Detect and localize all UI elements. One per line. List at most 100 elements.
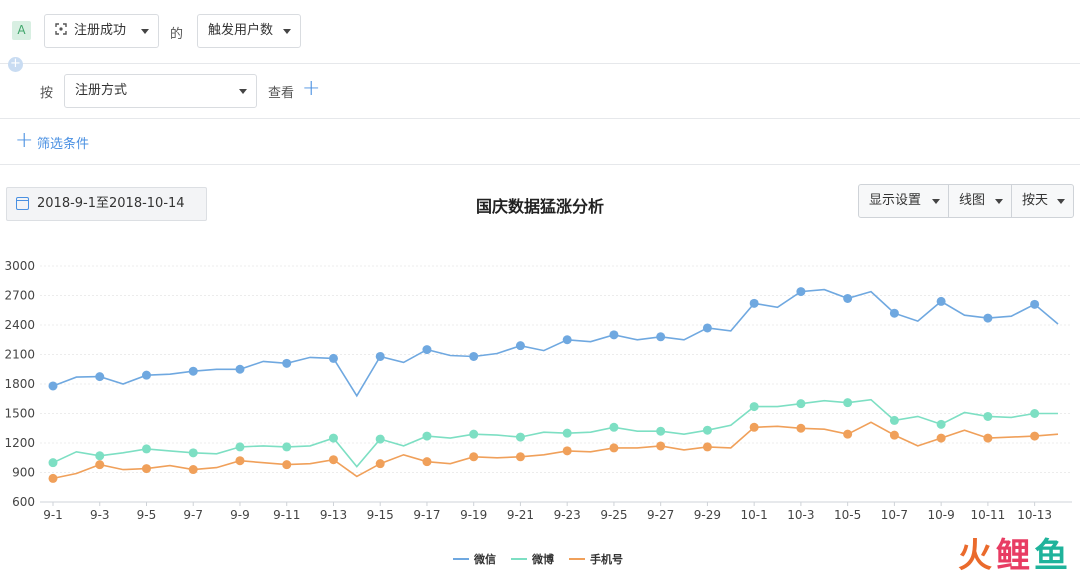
data-point-weibo — [936, 419, 946, 429]
add-event-icon[interactable]: + — [8, 57, 23, 72]
x-tick-label: 9-9 — [230, 508, 250, 522]
data-point-wechat — [656, 332, 666, 342]
x-tick-label: 9-29 — [694, 508, 721, 522]
data-point-wechat — [95, 372, 105, 382]
data-point-wechat — [936, 296, 946, 306]
data-point-wechat — [749, 298, 759, 308]
data-point-wechat — [1030, 299, 1040, 309]
data-point-phone — [1030, 431, 1040, 441]
series-line-phone — [52, 421, 1059, 480]
data-point-phone — [796, 423, 806, 433]
legend-item-wechat[interactable]: 微信 — [453, 551, 496, 567]
data-point-phone — [936, 433, 946, 443]
data-point-phone — [515, 452, 525, 462]
chevron-down-icon — [141, 29, 149, 34]
data-point-wechat — [843, 293, 853, 303]
filter-button[interactable]: 筛选条件 — [37, 137, 90, 152]
data-point-wechat — [141, 370, 151, 380]
data-point-wechat — [235, 364, 245, 374]
legend-label: 微信 — [474, 553, 496, 566]
data-point-weibo — [562, 428, 572, 438]
data-point-weibo — [749, 402, 759, 412]
x-tick-label: 9-23 — [554, 508, 581, 522]
watermark-char: 鲤 — [996, 536, 1034, 576]
x-tick-label: 10-13 — [1017, 508, 1052, 522]
y-tick-label: 1200 — [4, 436, 35, 450]
x-tick-label: 9-11 — [273, 508, 300, 522]
chevron-down-icon — [283, 29, 291, 34]
data-point-wechat — [375, 351, 385, 361]
data-point-phone — [95, 460, 105, 470]
legend-item-weibo[interactable]: 微博 — [511, 551, 554, 567]
data-point-phone — [375, 459, 385, 469]
date-range-label: 2018-9-1至2018-10-14 — [37, 196, 185, 211]
data-point-wechat — [889, 308, 899, 318]
x-tick-label: 9-5 — [137, 508, 157, 522]
chart-type-label: 线图 — [959, 193, 986, 208]
granularity-label: 按天 — [1022, 193, 1049, 208]
y-tick-label: 900 — [12, 466, 35, 480]
data-point-weibo — [188, 448, 198, 458]
data-point-phone — [328, 455, 338, 465]
add-filter-icon[interactable]: + — [15, 128, 34, 153]
chevron-down-icon — [1057, 199, 1065, 204]
calendar-icon — [16, 197, 29, 210]
data-point-weibo — [656, 426, 666, 436]
add-group-icon[interactable]: + — [302, 76, 321, 101]
data-point-wechat — [796, 287, 806, 297]
data-point-phone — [141, 464, 151, 474]
data-point-weibo — [375, 434, 385, 444]
y-tick-label: 3000 — [4, 259, 35, 273]
legend-item-phone[interactable]: 手机号 — [569, 551, 623, 567]
of-label: 的 — [170, 27, 184, 42]
legend-swatch — [569, 558, 585, 560]
y-tick-label: 2700 — [4, 289, 35, 303]
x-tick-label: 9-27 — [647, 508, 674, 522]
event-icon — [55, 16, 67, 35]
data-point-phone — [48, 473, 58, 483]
data-point-weibo — [889, 415, 899, 425]
data-point-phone — [843, 429, 853, 439]
data-point-weibo — [796, 399, 806, 409]
query-row-group: 按 注册方式 查看 + — [0, 64, 1080, 119]
data-point-phone — [422, 457, 432, 467]
data-point-wechat — [422, 345, 432, 355]
metric-select[interactable]: 触发用户数 — [197, 14, 301, 48]
x-tick-label: 10-1 — [741, 508, 768, 522]
x-tick-label: 9-21 — [507, 508, 534, 522]
granularity-button[interactable]: 按天 — [1011, 184, 1074, 218]
data-point-wechat — [609, 330, 619, 340]
x-tick-label: 9-13 — [320, 508, 347, 522]
data-point-phone — [609, 443, 619, 453]
data-point-weibo — [609, 422, 619, 432]
by-label: 按 — [40, 86, 54, 101]
series-line-wechat — [52, 288, 1059, 398]
y-tick-label: 1800 — [4, 377, 35, 391]
series-line-weibo — [52, 398, 1058, 468]
legend-label: 微博 — [532, 553, 554, 566]
date-range-button[interactable]: 2018-9-1至2018-10-14 — [6, 187, 207, 221]
data-point-wechat — [562, 335, 572, 345]
data-point-weibo — [235, 442, 245, 452]
event-select[interactable]: 注册成功 — [44, 14, 159, 48]
data-point-weibo — [141, 444, 151, 454]
query-row-filter: + — [0, 119, 1080, 165]
group-select-value: 注册方式 — [75, 83, 128, 98]
group-select[interactable]: 注册方式 — [64, 74, 257, 108]
data-point-phone — [656, 441, 666, 451]
chart-type-button[interactable]: 线图 — [948, 184, 1012, 218]
data-point-wechat — [702, 323, 712, 333]
y-tick-label: 1500 — [4, 407, 35, 421]
x-tick-label: 10-11 — [970, 508, 1005, 522]
display-settings-button[interactable]: 显示设置 — [858, 184, 949, 218]
data-point-weibo — [843, 398, 853, 408]
data-point-wechat — [983, 313, 993, 323]
legend-swatch — [511, 558, 527, 560]
data-point-phone — [282, 460, 292, 470]
display-settings-label: 显示设置 — [869, 193, 922, 208]
data-point-phone — [235, 456, 245, 466]
watermark-char: 火 — [958, 536, 996, 576]
x-tick-label: 9-17 — [413, 508, 440, 522]
watermark-logo: 火鲤鱼 — [958, 528, 1072, 577]
x-tick-label: 9-1 — [43, 508, 63, 522]
